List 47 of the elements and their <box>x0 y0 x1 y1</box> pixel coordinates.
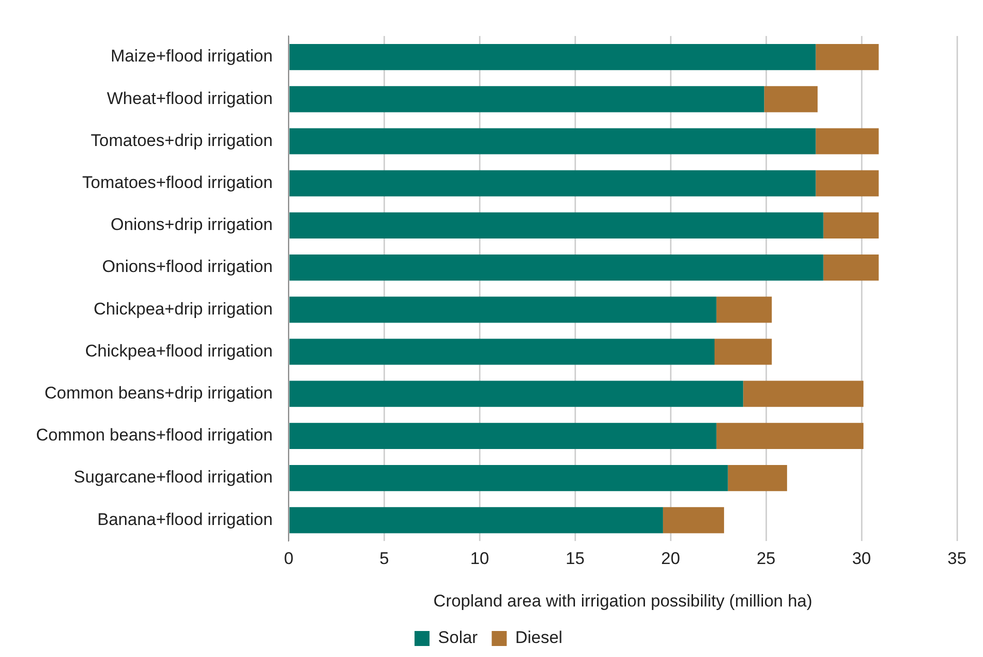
bar <box>823 212 879 238</box>
x-tick-label: 0 <box>284 549 294 568</box>
bar <box>289 212 824 238</box>
y-tick-label: Tomatoes+flood irrigation <box>82 173 273 192</box>
bar <box>289 422 716 449</box>
bar <box>816 128 879 154</box>
bar <box>716 422 864 449</box>
x-tick-label: 5 <box>379 549 389 568</box>
y-tick-label: Common beans+flood irrigation <box>36 426 273 445</box>
y-tick-label: Maize+flood irrigation <box>110 46 273 66</box>
y-tick-label: Sugarcane+flood irrigation <box>74 468 273 487</box>
x-axis-title: Cropland area with irrigation possibility (million ha) <box>433 591 812 610</box>
y-tick-label: Chickpea+drip irrigation <box>94 299 273 318</box>
bar <box>289 170 816 196</box>
bar <box>289 44 816 70</box>
x-tick-label: 25 <box>756 549 776 568</box>
bar <box>289 465 728 492</box>
y-tick-label: Tomatoes+drip irrigation <box>90 130 273 150</box>
bar <box>743 380 864 407</box>
legend-label: Diesel <box>515 628 562 648</box>
bar <box>716 296 772 323</box>
y-tick-label: Onions+drip irrigation <box>110 215 273 234</box>
bar <box>823 254 879 281</box>
y-tick-label: Common beans+drip irrigation <box>44 384 273 403</box>
y-tick-label: Chickpea+flood irrigation <box>85 341 273 360</box>
bar <box>289 86 764 112</box>
bar <box>289 254 824 281</box>
bar <box>816 44 879 70</box>
bar <box>816 170 879 196</box>
bar <box>764 86 818 112</box>
bar <box>289 507 663 534</box>
y-tick-label: Banana+flood irrigation <box>97 510 273 529</box>
bar <box>714 338 772 365</box>
legend-label: Solar <box>438 628 478 648</box>
bar <box>662 507 724 534</box>
bar <box>728 465 788 492</box>
x-tick-label: 35 <box>948 549 966 568</box>
x-tick-label: 15 <box>566 549 585 568</box>
y-tick-label: Onions+flood irrigation <box>102 257 273 276</box>
x-tick-label: 20 <box>661 549 680 568</box>
x-tick-label: 10 <box>470 549 490 568</box>
bar <box>289 296 716 323</box>
bar <box>289 338 715 365</box>
x-tick-label: 30 <box>852 549 871 568</box>
y-tick-label: Wheat+flood irrigation <box>106 88 273 108</box>
bar <box>289 128 816 154</box>
bar <box>289 380 744 407</box>
